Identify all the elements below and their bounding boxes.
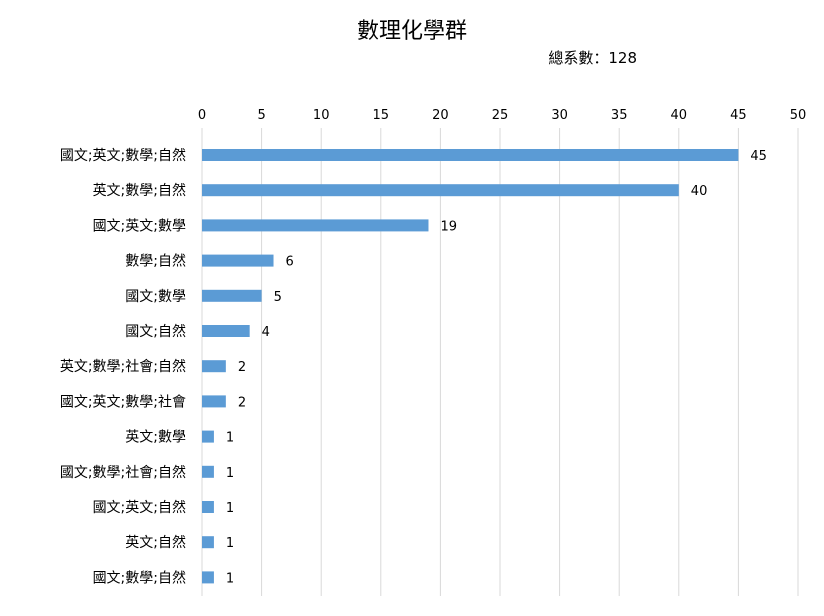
category-label: 英文;數學;社會;自然 (60, 358, 186, 375)
category-label: 國文;數學 (125, 289, 186, 305)
data-label: 1 (226, 571, 234, 586)
category-label: 國文;英文;數學;社會 (60, 393, 186, 410)
category-label: 國文;英文;自然 (93, 499, 186, 516)
bar (202, 395, 226, 408)
bar (202, 149, 739, 161)
bar (202, 571, 214, 584)
category-label: 國文;英文;數學 (93, 217, 186, 234)
data-labels: 45 40 19 6 5 4 2 2 1 1 1 1 1 (226, 149, 767, 586)
data-label: 1 (226, 431, 234, 446)
bar (202, 430, 214, 443)
category-label: 數學;自然 (125, 253, 186, 270)
category-label: 國文;自然 (125, 323, 186, 340)
x-tick-label: 0 (198, 108, 206, 123)
category-label: 英文;數學 (125, 429, 186, 446)
data-label: 1 (226, 501, 234, 516)
x-tick-label: 40 (671, 108, 688, 123)
total-count-label: 總系數：128 (548, 49, 637, 67)
x-tick-label: 5 (257, 108, 265, 123)
data-label: 6 (286, 255, 294, 270)
data-label: 19 (440, 219, 457, 234)
chart-title: 數理化學群 (357, 19, 467, 44)
x-axis-ticks: 0 5 10 15 20 25 30 35 40 45 50 (198, 108, 806, 123)
x-tick-label: 45 (730, 108, 747, 123)
bar (202, 289, 262, 302)
bar (202, 254, 274, 267)
bar (202, 219, 429, 232)
bar (202, 536, 214, 549)
category-label: 國文;英文;數學;自然 (60, 147, 186, 164)
data-label: 40 (691, 184, 708, 199)
data-label: 4 (262, 325, 270, 340)
x-tick-label: 15 (373, 108, 390, 123)
data-label: 2 (238, 395, 246, 410)
x-tick-label: 25 (492, 108, 509, 123)
data-label: 1 (226, 466, 234, 481)
data-label: 45 (750, 149, 767, 164)
category-label: 英文;自然 (125, 534, 186, 551)
bar (202, 184, 679, 197)
bar (202, 360, 226, 373)
data-label: 1 (226, 536, 234, 551)
bar (202, 325, 250, 337)
x-tick-label: 20 (432, 108, 449, 123)
bar (202, 501, 214, 513)
x-tick-label: 30 (551, 108, 568, 123)
data-label: 5 (274, 290, 282, 305)
x-tick-label: 35 (611, 108, 628, 123)
data-label: 2 (238, 360, 246, 375)
bar (202, 465, 214, 478)
x-tick-label: 50 (790, 108, 807, 123)
gridlines (201, 128, 799, 596)
category-label: 國文;數學;社會;自然 (60, 464, 186, 481)
category-labels: 國文;英文;數學;自然英文;數學;自然國文;英文;數學數學;自然國文;數學國文;… (60, 147, 186, 586)
category-label: 英文;數學;自然 (93, 182, 186, 199)
x-tick-label: 10 (313, 108, 330, 123)
bars (202, 149, 739, 584)
category-label: 國文;數學;自然 (93, 569, 186, 586)
